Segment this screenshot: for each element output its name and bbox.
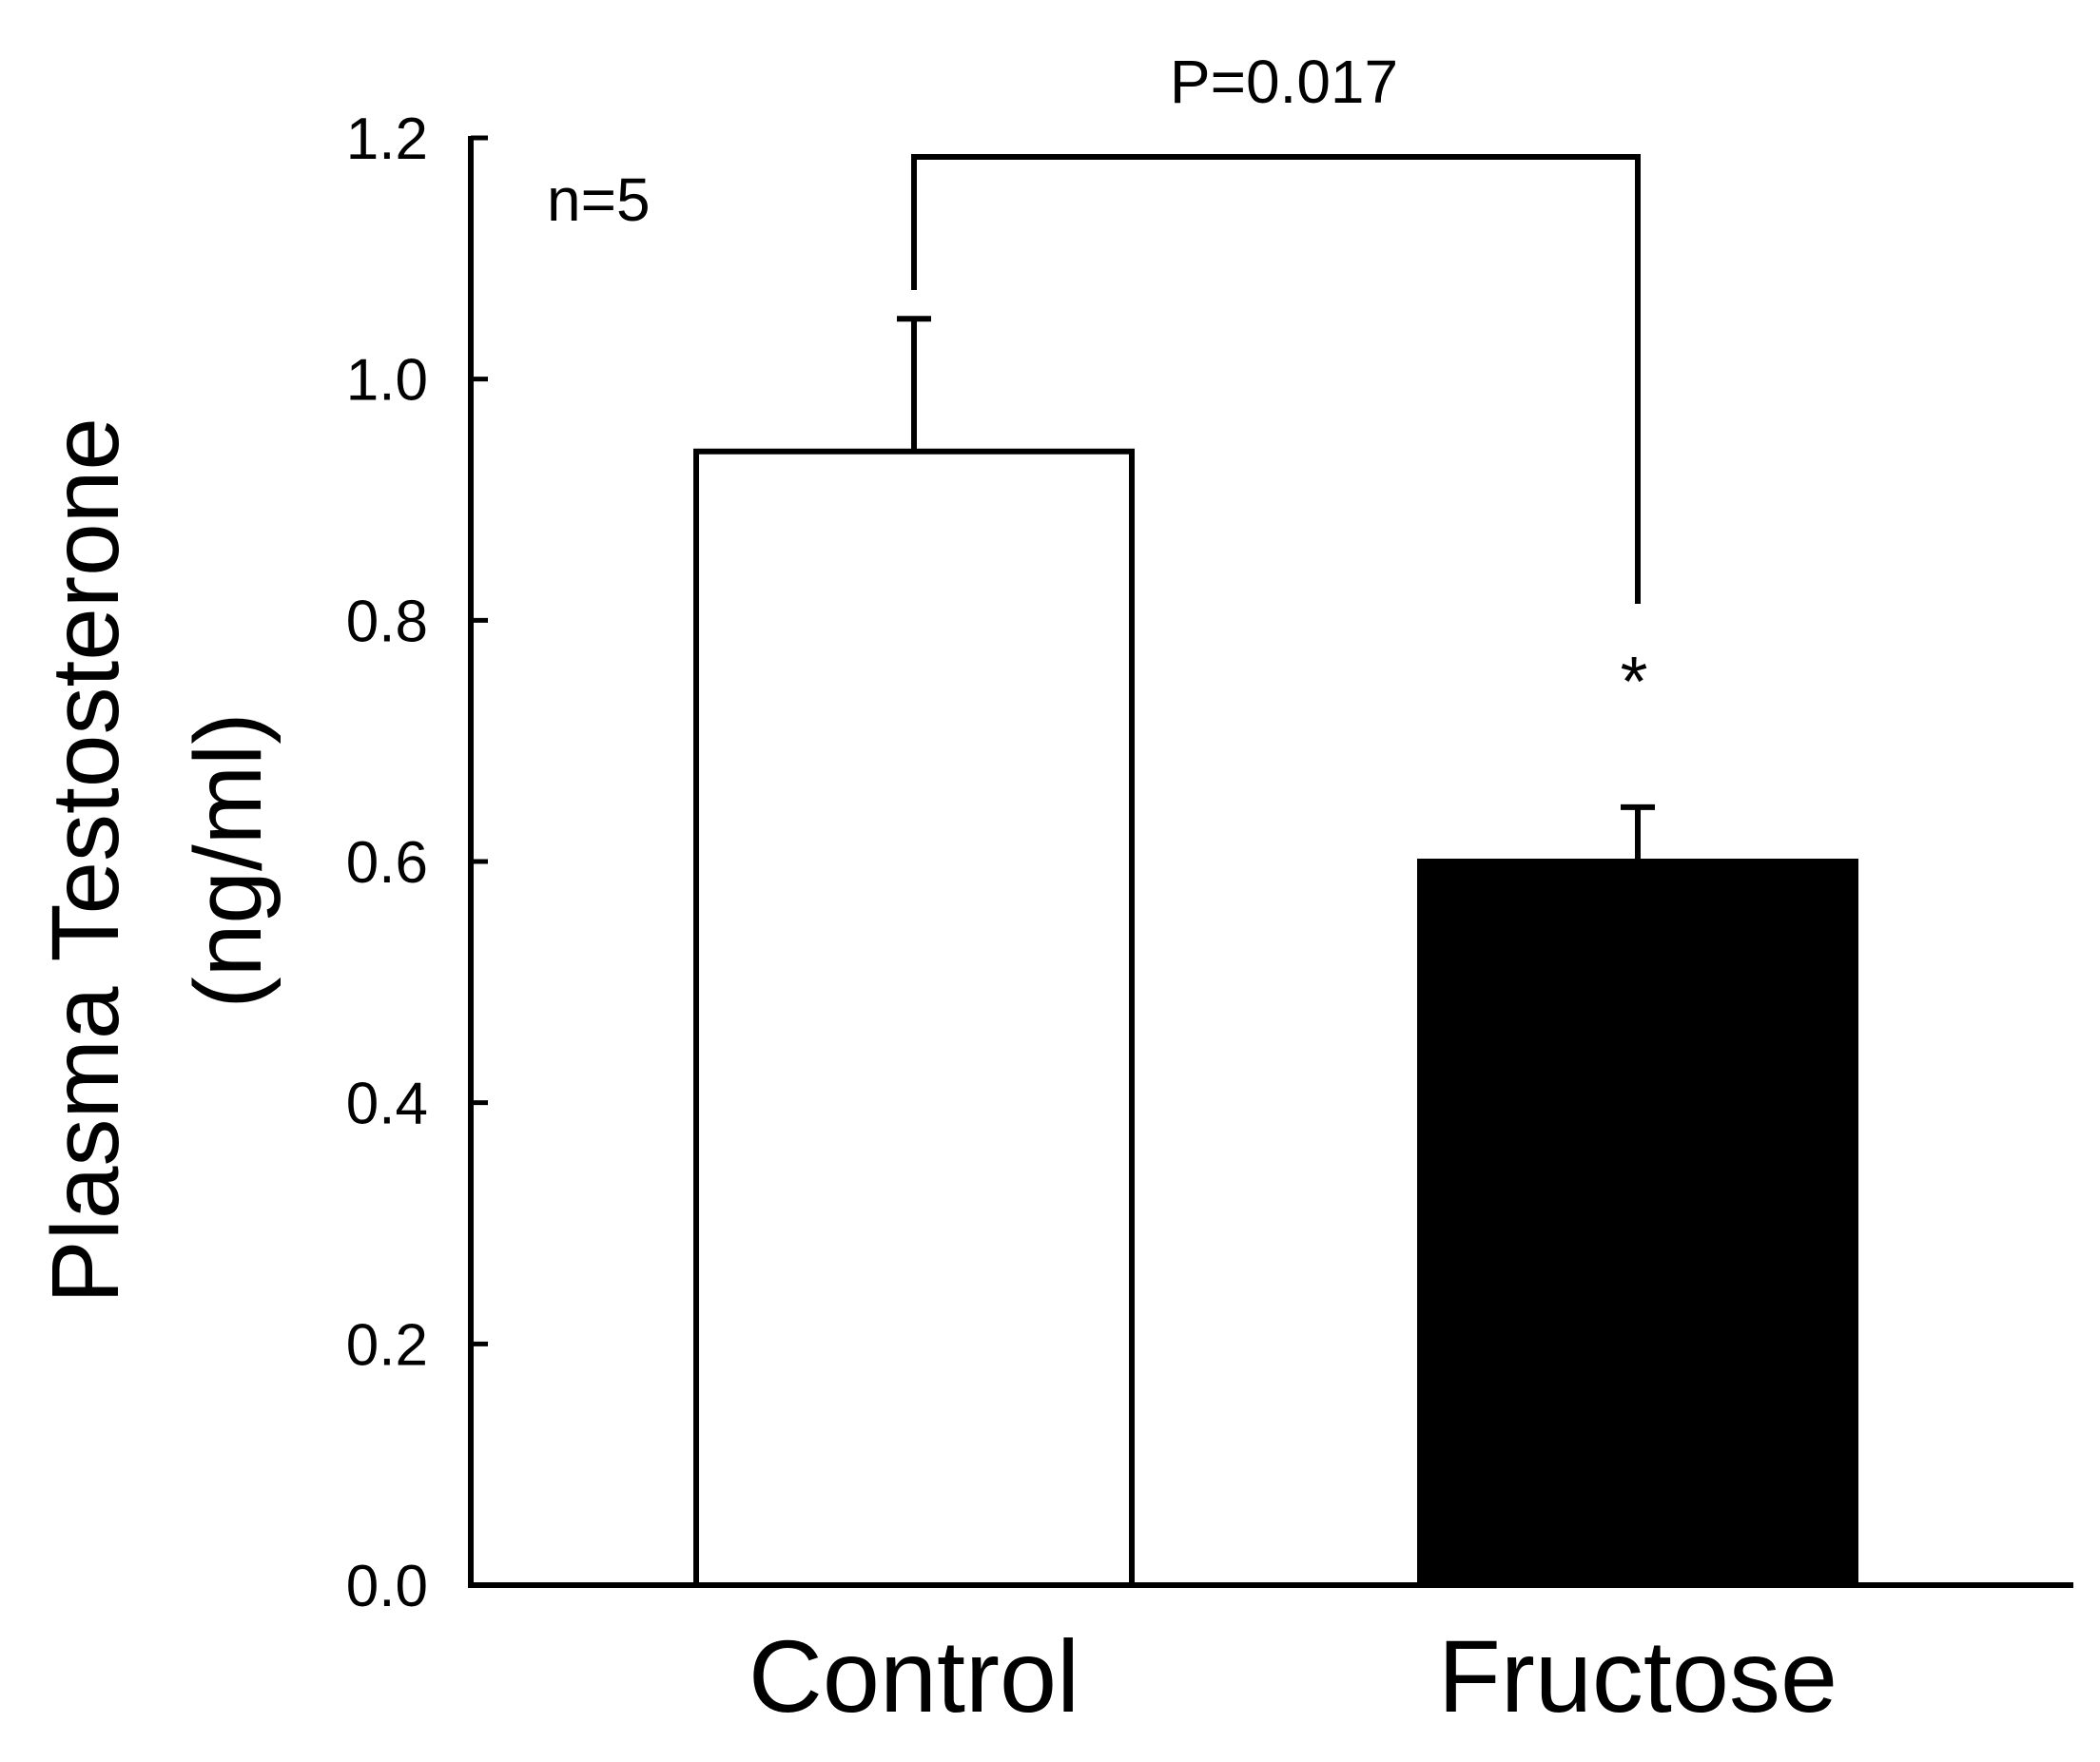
y-axis-title: Plasma Testosterone (ng/ml) [32, 417, 282, 1304]
bar-fructose [1417, 859, 1858, 1588]
y-tick-label: 0.2 [346, 1312, 428, 1378]
significance-bracket [911, 154, 1641, 604]
p-value-label: P=0.017 [1170, 48, 1398, 116]
y-tick-label: 0.8 [346, 589, 428, 654]
x-tick-label-fructose: Fructose [1438, 1618, 1838, 1733]
y-axis-label-line1: Plasma Testosterone [32, 417, 139, 1304]
y-axis-label-line2: (ng/ml) [175, 712, 282, 1008]
sample-size-label: n=5 [547, 165, 651, 234]
x-tick-labels: Control Fructose [749, 1618, 1838, 1733]
y-tick-label: 1.2 [346, 106, 428, 172]
bar-control [693, 448, 1135, 1588]
y-tick-label: 0.6 [346, 830, 428, 896]
y-tick-label: 0.0 [346, 1554, 428, 1619]
y-tick-label: 0.4 [346, 1072, 428, 1137]
x-tick-label-control: Control [749, 1618, 1079, 1733]
error-bars [897, 316, 1655, 862]
bars [693, 448, 1858, 1588]
significance-star: * [1621, 642, 1648, 721]
y-tick-label: 1.0 [346, 348, 428, 414]
y-ticks: 0.0 0.2 0.4 0.6 0.8 1.0 1.2 [346, 106, 488, 1619]
